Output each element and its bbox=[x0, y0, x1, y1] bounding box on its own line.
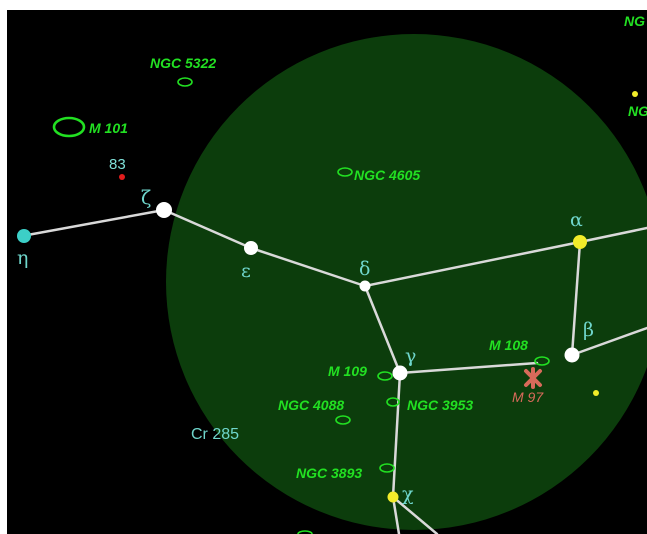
label-ngc4605: NGC 4605 bbox=[354, 167, 420, 183]
label-zeta: ζ bbox=[141, 187, 151, 209]
star-chi[interactable] bbox=[387, 491, 399, 503]
galaxy-ngc3893-symbol[interactable] bbox=[379, 463, 395, 473]
label-epsilon: ε bbox=[241, 260, 251, 282]
star-beta[interactable] bbox=[564, 347, 580, 363]
star-epsilon[interactable] bbox=[244, 241, 258, 255]
star-gamma[interactable] bbox=[392, 365, 408, 381]
star-83[interactable] bbox=[119, 174, 125, 180]
label-cr285: Cr 285 bbox=[191, 426, 239, 443]
field-of-view-circle bbox=[166, 34, 647, 530]
label-m101: M 101 bbox=[89, 120, 128, 136]
label-chi: χ bbox=[402, 483, 414, 505]
star-map[interactable]: ζ ε δ α β γ χ η 83 NGC 5322 M 101 NGC 46… bbox=[7, 10, 647, 534]
star-delta[interactable] bbox=[359, 280, 371, 292]
label-eta: η bbox=[17, 247, 28, 269]
constellation-line bbox=[391, 371, 402, 499]
star-faint-top-right[interactable] bbox=[632, 91, 638, 97]
label-ngc5322: NGC 5322 bbox=[150, 55, 216, 71]
constellation-line bbox=[363, 240, 582, 288]
label-m97: M 97 bbox=[512, 389, 544, 405]
constellation-line bbox=[363, 284, 402, 375]
galaxy-m109-symbol[interactable] bbox=[377, 371, 393, 381]
constellation-line bbox=[398, 361, 539, 375]
constellation-line bbox=[391, 495, 439, 534]
label-beta: β bbox=[583, 319, 594, 341]
constellation-line bbox=[391, 495, 401, 534]
planetary-nebula-m97-symbol[interactable] bbox=[524, 367, 542, 389]
constellation-line bbox=[20, 208, 166, 238]
label-gamma: γ bbox=[405, 345, 416, 367]
label-delta: δ bbox=[359, 258, 370, 280]
label-edge-top-right: NG bbox=[624, 13, 645, 29]
constellation-line bbox=[570, 326, 647, 357]
star-zeta[interactable] bbox=[156, 202, 172, 218]
constellation-line bbox=[162, 208, 253, 250]
label-ngc3893: NGC 3893 bbox=[296, 465, 362, 481]
label-star-83: 83 bbox=[109, 156, 126, 173]
galaxy-ngc5322-symbol[interactable] bbox=[177, 77, 193, 87]
star-faint-right[interactable] bbox=[593, 390, 599, 396]
sky-chart[interactable]: ζ ε δ α β γ χ η 83 NGC 5322 M 101 NGC 46… bbox=[7, 10, 647, 534]
constellation-line bbox=[570, 240, 582, 357]
label-m109: M 109 bbox=[328, 363, 367, 379]
label-ngc4088: NGC 4088 bbox=[278, 397, 344, 413]
label-ngc3953: NGC 3953 bbox=[407, 397, 473, 413]
galaxy-ngc4088-symbol[interactable] bbox=[335, 415, 351, 425]
label-m108: M 108 bbox=[489, 337, 528, 353]
galaxy-m101-symbol[interactable] bbox=[52, 116, 86, 138]
label-alpha: α bbox=[570, 209, 583, 231]
star-alpha[interactable] bbox=[573, 235, 587, 249]
galaxy-bottom-edge-symbol bbox=[297, 530, 313, 534]
galaxy-m108-symbol[interactable] bbox=[534, 356, 550, 366]
label-edge-right: NG bbox=[628, 103, 647, 119]
star-eta[interactable] bbox=[17, 229, 31, 243]
galaxy-ngc4605-symbol[interactable] bbox=[337, 167, 353, 177]
constellation-line bbox=[578, 226, 647, 244]
constellation-line bbox=[249, 246, 367, 288]
galaxy-ngc3953-symbol[interactable] bbox=[386, 397, 400, 407]
